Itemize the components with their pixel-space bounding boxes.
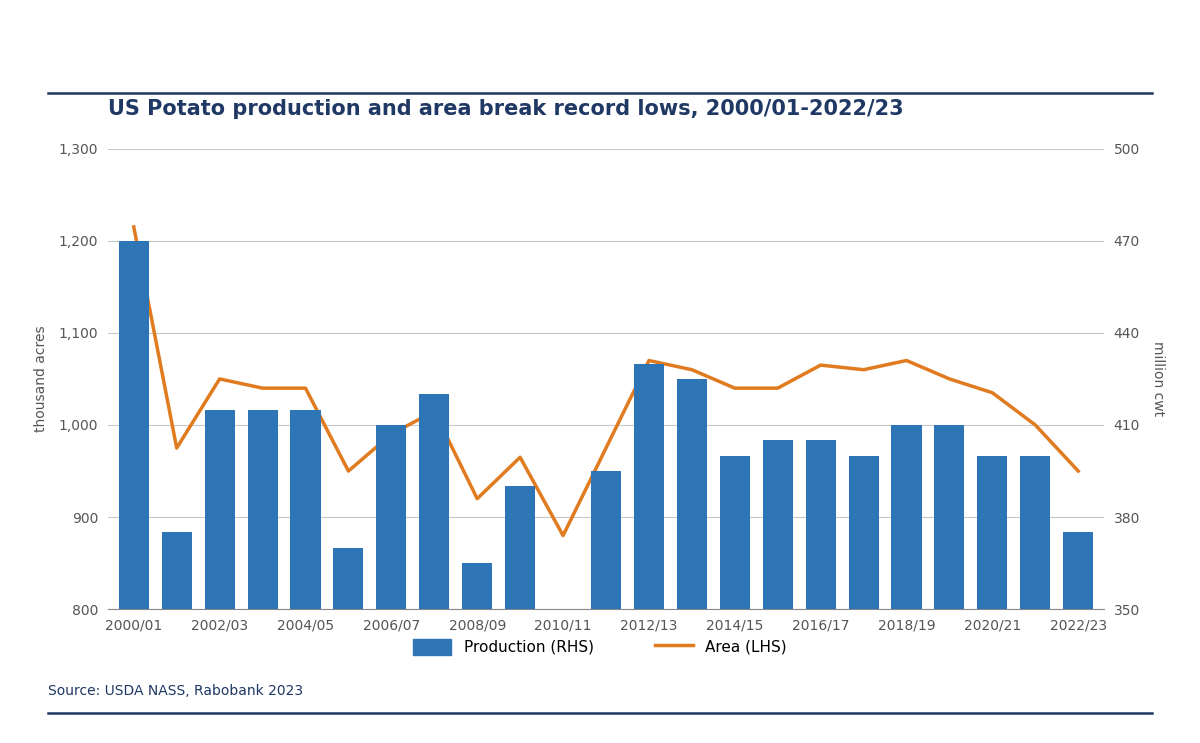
- Text: US Potato production and area break record lows, 2000/01-2022/23: US Potato production and area break reco…: [108, 99, 904, 119]
- Bar: [1063, 533, 1093, 743]
- Y-axis label: thousand acres: thousand acres: [34, 325, 48, 432]
- Bar: [935, 425, 965, 743]
- Bar: [247, 409, 277, 743]
- Bar: [505, 487, 535, 743]
- Bar: [763, 441, 793, 743]
- Bar: [634, 363, 664, 743]
- Bar: [720, 455, 750, 743]
- Text: Source: USDA NASS, Rabobank 2023: Source: USDA NASS, Rabobank 2023: [48, 684, 304, 698]
- Bar: [677, 379, 707, 743]
- Bar: [1020, 455, 1050, 743]
- Bar: [162, 533, 192, 743]
- Bar: [848, 455, 878, 743]
- Bar: [204, 409, 235, 743]
- Bar: [462, 563, 492, 743]
- Bar: [290, 409, 320, 743]
- Bar: [334, 548, 364, 743]
- Bar: [419, 395, 449, 743]
- Bar: [977, 455, 1008, 743]
- Bar: [590, 471, 622, 743]
- Legend: Production (RHS), Area (LHS): Production (RHS), Area (LHS): [407, 633, 793, 661]
- Bar: [805, 441, 835, 743]
- Bar: [119, 241, 149, 743]
- Y-axis label: million cwt: million cwt: [1151, 341, 1165, 417]
- Bar: [377, 425, 407, 743]
- Bar: [892, 425, 922, 743]
- Bar: [548, 615, 578, 743]
